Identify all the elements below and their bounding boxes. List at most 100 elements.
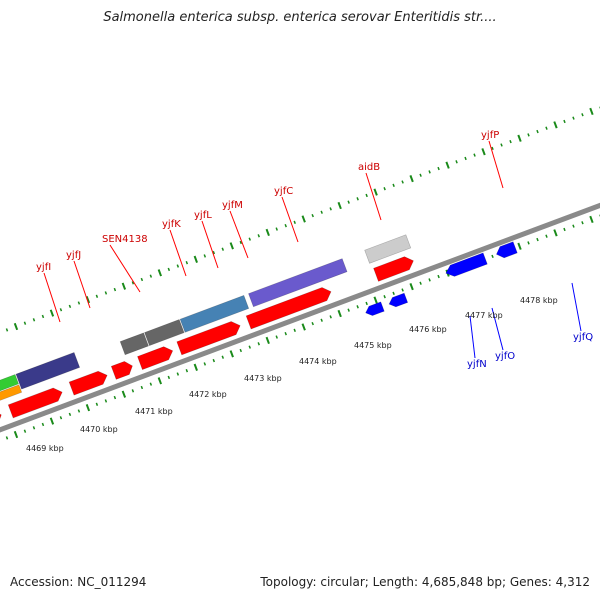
gc-tick (149, 274, 153, 278)
gc-tick (428, 278, 431, 282)
gc-tick (409, 282, 414, 291)
gc-tick (419, 173, 422, 177)
gc-tick (23, 321, 27, 325)
gc-tick (517, 134, 522, 142)
gene-label: yjfC (274, 186, 293, 197)
gc-tick (5, 436, 9, 440)
gc-tick (121, 282, 127, 290)
gc-tick (301, 323, 306, 331)
gc-tick (167, 267, 171, 272)
gc-tick (32, 318, 36, 322)
gc-tick (527, 241, 530, 245)
gc-tick (545, 234, 548, 238)
gc-tick (563, 119, 566, 124)
gc-tick (131, 281, 135, 285)
gc-tick (337, 201, 342, 210)
gc-tick (5, 328, 9, 332)
gc-tick (329, 315, 332, 319)
gc-tick (365, 193, 368, 198)
gc-tick (392, 291, 395, 296)
gc-tick (320, 318, 323, 322)
gc-tick (77, 409, 81, 413)
gc-tick (13, 430, 19, 439)
gc-tick (293, 328, 296, 332)
gc-tick (229, 350, 234, 358)
gc-tick (373, 296, 378, 304)
gene-labels-bottom: yjfN yjfO yjfQ (467, 332, 593, 370)
gc-tick (284, 332, 287, 336)
gc-tick (383, 295, 386, 299)
gene-label: yjfO (495, 351, 515, 362)
gc-tick (32, 426, 36, 430)
gc-tick (437, 274, 440, 279)
gc-tick (392, 183, 395, 188)
misc-feature (179, 294, 250, 333)
leader-line (365, 172, 382, 221)
gc-tick (329, 207, 332, 211)
gc-tick (491, 146, 494, 151)
gc-tick (572, 224, 575, 228)
gene-label: yjfI (36, 262, 51, 273)
leader-line (73, 260, 91, 309)
cds-forward (245, 287, 332, 330)
gc-tick (581, 221, 584, 225)
gc-tick (13, 322, 19, 331)
gc-tick (104, 399, 108, 403)
misc-feature (364, 234, 412, 264)
leader-line (169, 229, 187, 277)
gc-tick (419, 281, 422, 285)
gc-tick (265, 228, 270, 237)
gc-tick (265, 336, 270, 345)
gene-label: yjfJ (66, 250, 81, 261)
gc-tick (473, 153, 476, 157)
gc-tick (356, 305, 359, 309)
scale-label: 4476 kbp (409, 325, 447, 334)
gc-tick (373, 188, 378, 196)
gc-tick (437, 166, 440, 171)
gc-tick (176, 264, 180, 268)
feature-track (0, 234, 518, 429)
gc-tick (581, 113, 584, 117)
cds-forward (176, 321, 241, 356)
scale-label: 4472 kbp (189, 390, 227, 399)
scale-label: 4478 kbp (520, 296, 558, 305)
gc-tick (239, 240, 242, 245)
gc-tick (131, 389, 135, 393)
gc-tick (284, 224, 287, 228)
cds-forward (373, 256, 414, 282)
scale-label: 4470 kbp (80, 425, 118, 434)
gc-tick (428, 170, 431, 174)
gene-label: yjfP (481, 130, 499, 141)
gc-tick (149, 382, 153, 386)
gc-tick (445, 161, 450, 169)
scale-label: 4475 kbp (354, 341, 392, 350)
gc-tick (311, 321, 314, 326)
leader-line (491, 307, 504, 351)
scale-label: 4477 kbp (465, 311, 503, 320)
gene-label: yjfN (467, 359, 487, 370)
gc-tick (401, 288, 404, 292)
cds-forward (137, 346, 174, 370)
backbone (0, 166, 600, 465)
gc-tick (401, 180, 404, 184)
gc-tick (140, 277, 144, 282)
scale-label: 4469 kbp (26, 444, 64, 453)
accession-text: Accession: NC_011294 (10, 575, 147, 589)
scale-label: 4471 kbp (135, 407, 173, 416)
gc-tick (193, 363, 198, 371)
gc-tick (275, 335, 278, 339)
misc-feature (0, 384, 23, 408)
gc-tick (140, 385, 144, 390)
label-leaders (43, 140, 582, 359)
misc-feature (119, 332, 149, 356)
cds-reverse (496, 241, 518, 259)
gc-tick (293, 220, 296, 224)
gc-tick (113, 395, 117, 400)
gc-tick (301, 215, 306, 223)
leader-line (488, 140, 504, 189)
gc-tick (113, 287, 117, 292)
gc-tick (157, 377, 163, 385)
gc-tick (311, 213, 314, 218)
gc-tick (167, 375, 171, 380)
